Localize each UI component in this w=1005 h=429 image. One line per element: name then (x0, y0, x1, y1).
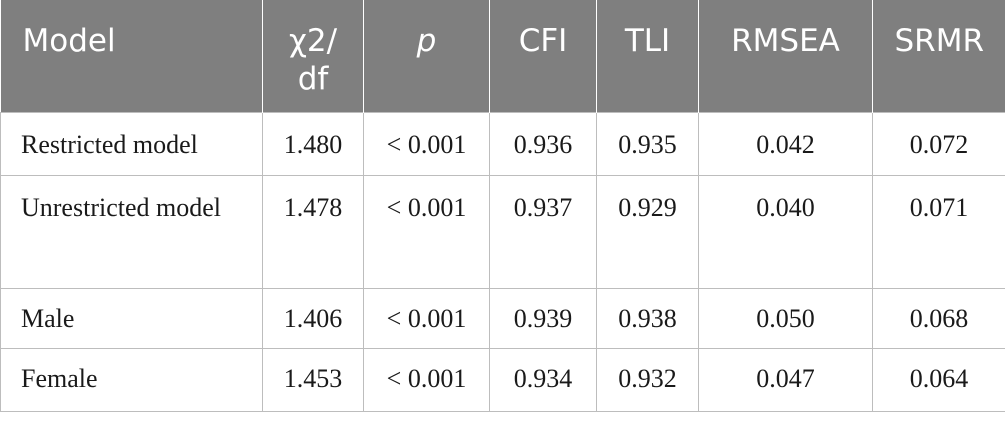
cell-p: < 0.001 (363, 287, 490, 349)
cell-model: Female (0, 347, 263, 412)
cell-cfi: 0.937 (489, 174, 597, 289)
cell-model: Restricted model (0, 111, 263, 176)
table-row: Male 1.406 < 0.001 0.939 0.938 0.050 0.0… (0, 287, 1005, 349)
header-tli: TLI (596, 0, 699, 112)
cell-tli: 0.938 (596, 287, 699, 349)
header-srmr: SRMR (872, 0, 1005, 112)
header-chi2-df: χ2/ df (262, 0, 364, 112)
cell-cfi: 0.939 (489, 287, 597, 349)
cell-srmr: 0.072 (872, 111, 1005, 176)
cell-p: < 0.001 (363, 347, 490, 412)
header-row: Model χ2/ df p CFI TLI RMSEA SRMR (0, 0, 1005, 112)
cell-tli: 0.932 (596, 347, 699, 412)
cell-rmsea: 0.042 (698, 111, 873, 176)
table-body: Restricted model 1.480 < 0.001 0.936 0.9… (0, 111, 1005, 412)
cell-cfi: 0.934 (489, 347, 597, 412)
cell-rmsea: 0.050 (698, 287, 873, 349)
cell-srmr: 0.064 (872, 347, 1005, 412)
cell-tli: 0.929 (596, 174, 699, 289)
cell-model: Male (0, 287, 263, 349)
cell-p: < 0.001 (363, 111, 490, 176)
header-p: p (363, 0, 490, 112)
cell-srmr: 0.071 (872, 174, 1005, 289)
cell-rmsea: 0.040 (698, 174, 873, 289)
cell-chi2-df: 1.480 (262, 111, 364, 176)
cell-rmsea: 0.047 (698, 347, 873, 412)
cell-model: Unrestricted model (0, 174, 263, 289)
cell-tli: 0.935 (596, 111, 699, 176)
cell-chi2-df: 1.478 (262, 174, 364, 289)
table-row: Restricted model 1.480 < 0.001 0.936 0.9… (0, 111, 1005, 176)
table-header: Model χ2/ df p CFI TLI RMSEA SRMR (0, 0, 1005, 112)
table-row: Female 1.453 < 0.001 0.934 0.932 0.047 0… (0, 347, 1005, 412)
cell-p: < 0.001 (363, 174, 490, 289)
cell-chi2-df: 1.406 (262, 287, 364, 349)
cell-cfi: 0.936 (489, 111, 597, 176)
cell-srmr: 0.068 (872, 287, 1005, 349)
table-row: Unrestricted model 1.478 < 0.001 0.937 0… (0, 174, 1005, 289)
header-cfi: CFI (489, 0, 597, 112)
header-model: Model (0, 0, 263, 112)
cell-chi2-df: 1.453 (262, 347, 364, 412)
model-fit-table: Model χ2/ df p CFI TLI RMSEA SRMR Restri… (0, 0, 1005, 412)
header-rmsea: RMSEA (698, 0, 873, 112)
